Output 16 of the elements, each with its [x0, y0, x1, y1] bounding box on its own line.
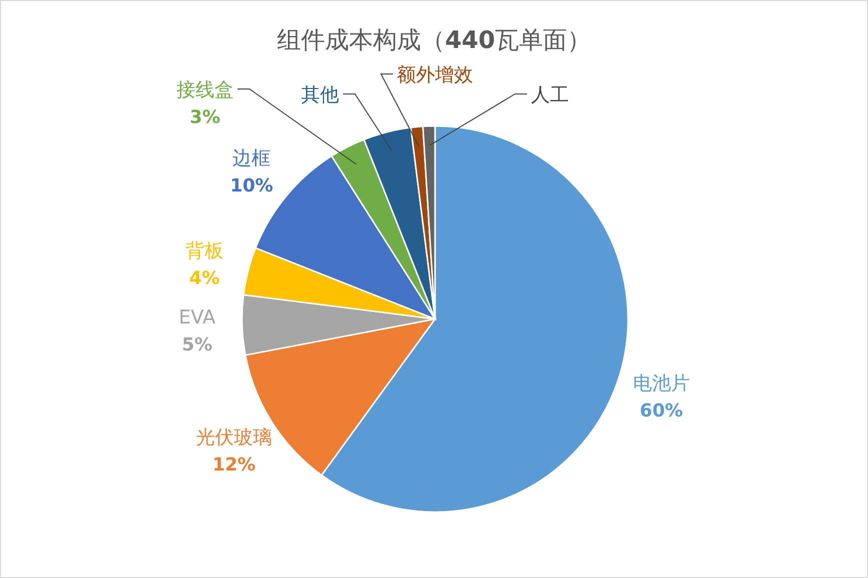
slice-label: 电池片 — [632, 372, 690, 395]
slice-label: 接线盒 — [176, 79, 234, 101]
data-label: 4% — [189, 268, 220, 289]
slice-label: 其他 — [301, 84, 339, 106]
slice-label: 额外增效 — [397, 64, 473, 86]
data-label: 12% — [212, 454, 256, 476]
slice-label: 光伏玻璃 — [196, 426, 272, 449]
data-label: 5% — [182, 334, 212, 356]
slice-label: EVA — [178, 306, 216, 328]
slice-label: 背板 — [185, 240, 224, 262]
slice-label: 人工 — [531, 84, 569, 106]
data-label: 60% — [640, 400, 683, 422]
slice-label: 边框 — [232, 147, 271, 170]
chart-title: 组件成本构成（440瓦单面） — [276, 26, 592, 54]
data-label: 3% — [190, 107, 220, 128]
data-label: 10% — [230, 175, 274, 196]
